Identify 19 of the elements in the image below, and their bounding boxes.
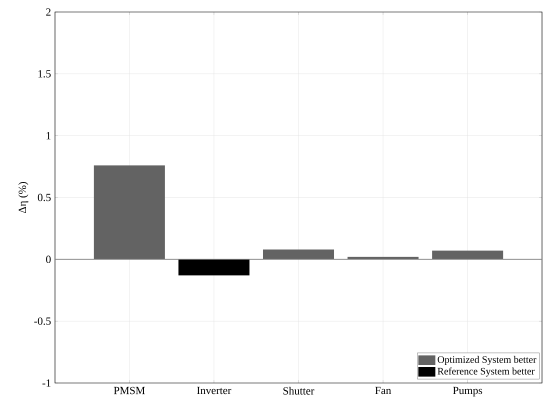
y-tick-label: -1	[42, 379, 50, 387]
bar	[262, 249, 334, 260]
legend-label: Optimized System better	[438, 356, 536, 365]
x-tick-label: Inverter	[197, 386, 232, 394]
y-tick-label: 1	[46, 132, 50, 140]
legend-label: Reference System better	[438, 367, 535, 377]
y-tick-label: 1.5	[38, 70, 51, 78]
x-tick-label: PMSM	[114, 386, 145, 394]
x-tick-label: Fan	[375, 386, 392, 394]
y-tick-label: 0.5	[38, 194, 51, 202]
x-tick-label: Shutter	[283, 386, 314, 395]
bar	[94, 165, 165, 260]
y-tick-label: -0.5	[34, 317, 51, 325]
y-tick-label: 0	[46, 256, 51, 264]
bar	[432, 250, 504, 260]
y-tick-label: 2	[46, 8, 51, 16]
bar	[178, 259, 250, 276]
y-axis-title: Δη (%)	[18, 182, 28, 214]
x-tick-label: Pumps	[452, 386, 482, 396]
